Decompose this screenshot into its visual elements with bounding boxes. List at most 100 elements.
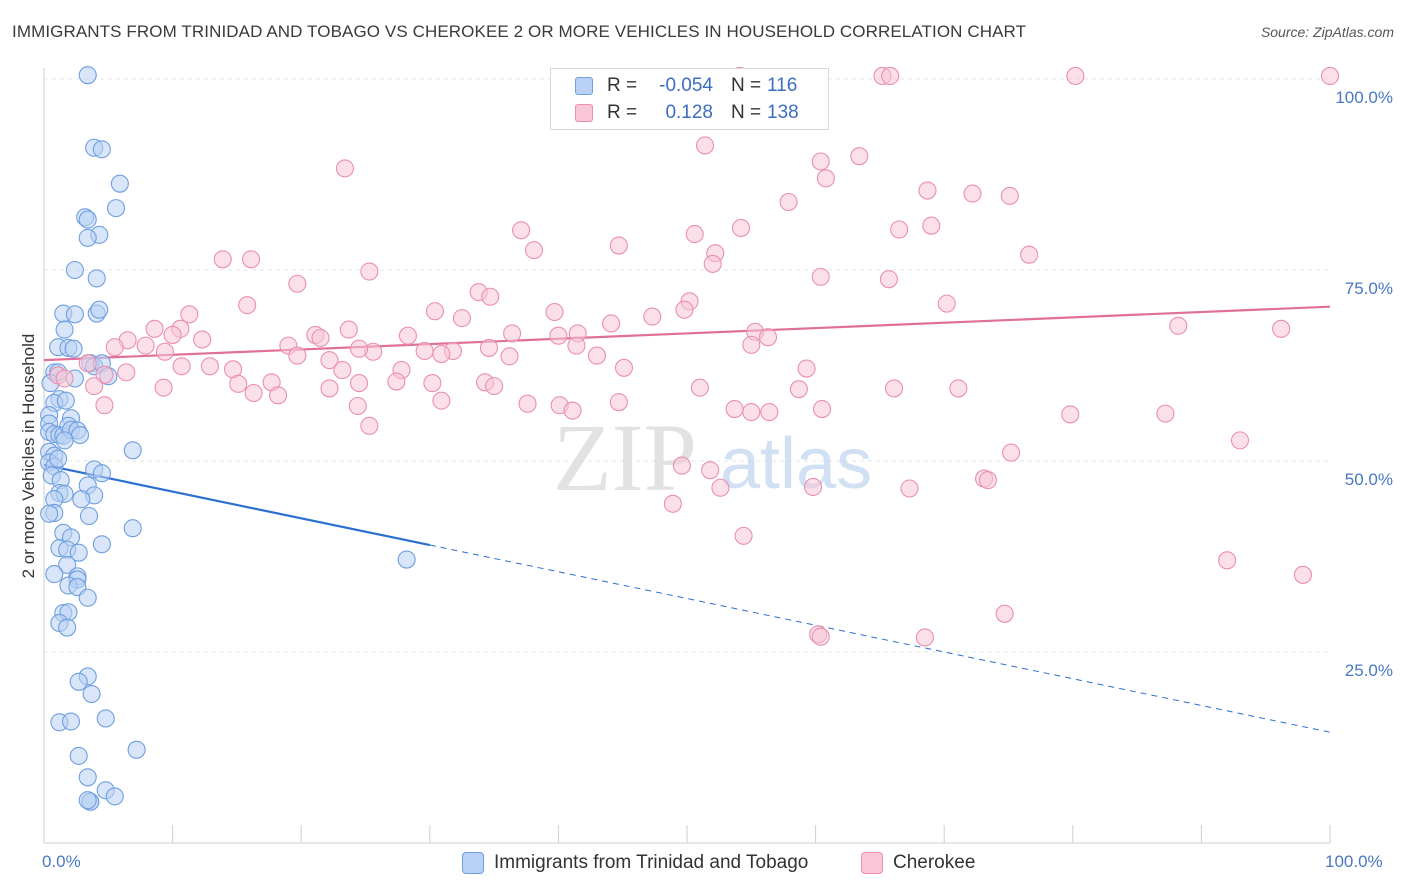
point-cherokee <box>1002 443 1021 462</box>
point-cherokee <box>879 270 898 289</box>
point-cherokee <box>779 192 798 212</box>
point-cherokee <box>690 378 709 397</box>
point-cherokee <box>339 320 358 339</box>
point-cherokee <box>1230 431 1250 450</box>
x-tick-label-min: 0.0% <box>42 852 81 871</box>
point-cherokee <box>563 401 582 420</box>
point-cherokee <box>432 344 451 364</box>
point-cherokee <box>884 379 904 398</box>
legend-row-trinidad: R = -0.054 N = 116 <box>551 73 797 99</box>
point-trinidad <box>49 449 68 468</box>
point-cherokee <box>922 216 941 235</box>
point-cherokee <box>900 479 919 498</box>
point-cherokee <box>811 627 830 646</box>
point-cherokee <box>95 396 114 415</box>
point-cherokee <box>675 300 694 319</box>
point-cherokee <box>1320 66 1340 85</box>
point-cherokee <box>360 262 379 281</box>
point-trinidad <box>69 746 88 765</box>
point-trinidad <box>79 506 99 526</box>
point-cherokee <box>1020 245 1039 264</box>
watermark: ZIP atlas <box>553 404 872 511</box>
point-cherokee <box>701 461 720 480</box>
point-trinidad <box>69 672 88 691</box>
point-cherokee <box>180 305 199 324</box>
point-cherokee <box>512 221 531 240</box>
trend-line-trinidad-extension <box>429 544 1331 733</box>
point-cherokee <box>760 403 779 422</box>
series-legend: Immigrants from Trinidad and Tobago Cher… <box>0 852 1406 878</box>
point-cherokee <box>545 302 564 322</box>
point-cherokee <box>425 302 444 321</box>
legend-r-value: 0.128 <box>665 102 713 123</box>
point-cherokee <box>549 326 568 345</box>
point-cherokee <box>193 330 212 349</box>
point-cherokee <box>1066 66 1085 85</box>
y-tick-labels: 25.0% 50.0% 75.0% 100.0% <box>1335 88 1393 680</box>
point-cherokee <box>311 328 330 348</box>
series-swatch-cherokee <box>861 852 883 874</box>
series-label-trinidad: Immigrants from Trinidad and Tobago <box>494 852 809 873</box>
legend-n-value: 138 <box>767 102 799 123</box>
point-trinidad <box>78 228 97 247</box>
x-tick-label-max: 100.0% <box>1325 852 1383 871</box>
point-trinidad <box>90 300 109 319</box>
point-cherokee <box>350 339 369 358</box>
point-cherokee <box>850 147 869 166</box>
point-trinidad <box>72 490 91 509</box>
point-cherokee <box>1218 551 1237 570</box>
point-cherokee <box>881 66 900 85</box>
point-cherokee <box>518 394 537 413</box>
point-trinidad <box>65 260 84 280</box>
point-cherokee <box>485 377 504 396</box>
point-cherokee <box>335 159 354 178</box>
point-cherokee <box>387 372 406 391</box>
point-cherokee <box>609 393 628 412</box>
point-cherokee <box>172 357 191 376</box>
point-cherokee <box>803 477 823 497</box>
point-trinidad <box>92 535 111 554</box>
point-cherokee <box>500 347 519 366</box>
point-cherokee <box>503 324 522 343</box>
legend-r-label: R = <box>607 102 638 123</box>
point-cherokee <box>154 378 173 397</box>
point-cherokee <box>348 396 367 416</box>
point-cherokee <box>229 374 248 393</box>
series-swatch-trinidad <box>462 852 484 874</box>
point-cherokee <box>789 380 808 399</box>
trend-line-cherokee <box>43 305 1331 362</box>
point-trinidad <box>70 425 90 445</box>
point-cherokee <box>269 386 288 405</box>
point-cherokee <box>398 326 417 345</box>
point-cherokee <box>731 218 751 238</box>
point-cherokee <box>200 357 219 376</box>
point-cherokee <box>758 328 778 347</box>
point-trinidad <box>78 588 97 607</box>
point-cherokee <box>685 225 704 244</box>
point-cherokee <box>1293 565 1313 584</box>
point-cherokee <box>432 391 451 410</box>
correlation-legend: R = -0.054 N = 116 R = 0.128 N = 138 <box>550 68 829 130</box>
point-cherokee <box>423 374 442 393</box>
point-cherokee <box>567 336 586 355</box>
point-cherokee <box>415 341 434 361</box>
point-trinidad <box>69 543 88 562</box>
point-cherokee <box>978 471 997 490</box>
point-trinidad <box>106 199 126 218</box>
point-cherokee <box>452 309 472 328</box>
point-cherokee <box>320 379 339 398</box>
legend-n-label: N = <box>731 75 762 96</box>
point-cherokee <box>643 307 662 326</box>
point-trinidad <box>92 140 111 159</box>
point-trinidad <box>56 391 75 410</box>
legend-row-cherokee: R = 0.128 N = 138 <box>551 100 799 126</box>
point-cherokee <box>481 287 500 306</box>
point-trinidad <box>397 550 416 569</box>
point-cherokee <box>136 336 155 355</box>
data-points <box>40 66 1340 811</box>
point-trinidad <box>96 709 115 728</box>
legend-n-value: 116 <box>767 75 798 96</box>
point-cherokee <box>145 319 164 338</box>
point-cherokee <box>797 359 816 378</box>
